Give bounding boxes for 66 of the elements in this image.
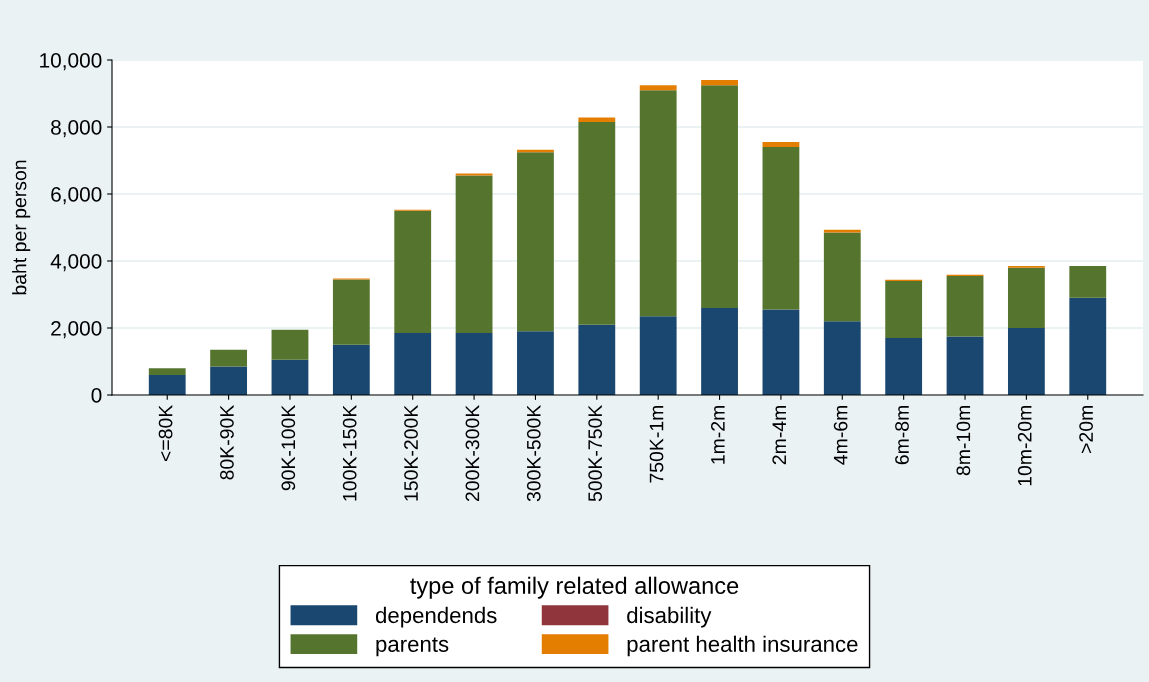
bar <box>1007 328 1045 395</box>
x-tick-label: 80K-90K <box>220 404 234 480</box>
bar <box>639 316 677 395</box>
bar <box>885 281 923 339</box>
legend-label: dependends <box>375 606 497 628</box>
bar <box>823 321 861 395</box>
legend-label: parents <box>376 637 449 657</box>
bar <box>271 329 309 360</box>
bar <box>455 175 493 334</box>
y-tick-label: 4,000 <box>50 254 102 272</box>
bar <box>701 85 738 308</box>
bar <box>1069 266 1107 298</box>
bar <box>210 366 248 395</box>
x-tick-label: 200K-300K <box>465 404 480 502</box>
x-tick-label: 100K-150K <box>342 404 357 501</box>
x-tick-label: 4m-6m <box>833 406 848 465</box>
legend-label: parent health insurance <box>627 635 858 657</box>
x-tick-label: <=80K <box>158 404 173 462</box>
bar <box>332 344 370 395</box>
x-tick-label: 10m-20m <box>1017 406 1032 486</box>
bar <box>1069 297 1107 395</box>
x-tick-label: 2m-4m <box>772 406 786 465</box>
bar <box>578 324 616 395</box>
bar <box>578 117 616 122</box>
bar <box>1007 267 1045 328</box>
bar <box>946 336 984 395</box>
x-tick-label: 750K-1m <box>649 406 664 483</box>
legend-label: disability <box>627 606 712 628</box>
bar <box>210 349 248 367</box>
y-axis-title: baht per person <box>12 160 31 295</box>
y-tick-label: 0 <box>91 388 102 403</box>
bar <box>332 279 370 345</box>
bar <box>762 147 800 310</box>
y-tick-label: 6,000 <box>51 187 102 205</box>
bar <box>823 229 861 233</box>
bar <box>762 309 800 395</box>
x-tick-label: 90K-100K <box>281 404 296 491</box>
bar <box>517 331 554 395</box>
bar <box>148 374 186 395</box>
bar <box>823 232 861 322</box>
x-tick-label: 6m-8m <box>895 406 909 465</box>
bar <box>946 276 984 337</box>
bar <box>639 90 677 317</box>
bar <box>701 80 738 86</box>
bar <box>639 85 677 91</box>
bar <box>578 121 616 325</box>
bar <box>394 210 432 334</box>
bar <box>148 368 186 375</box>
x-tick-label: >20m <box>1079 406 1093 453</box>
x-tick-label: 8m-10m <box>956 406 971 476</box>
x-tick-label: 500K-750K <box>588 404 603 502</box>
y-tick-label: 2,000 <box>51 321 102 339</box>
bar <box>394 333 432 395</box>
bar <box>762 142 800 148</box>
legend-title: type of family related allowance <box>410 576 739 599</box>
x-tick-label: 1m-2m <box>711 406 725 464</box>
bar <box>885 338 923 395</box>
bar <box>701 307 738 395</box>
bar <box>517 152 554 332</box>
x-tick-label: 300K-500K <box>526 404 541 502</box>
y-tick-label: 8,000 <box>51 120 102 138</box>
bar <box>455 173 493 176</box>
bar <box>271 359 309 395</box>
bar <box>455 333 493 395</box>
y-tick-label: 10,000 <box>40 53 102 71</box>
x-tick-label: 150K-200K <box>404 404 418 501</box>
